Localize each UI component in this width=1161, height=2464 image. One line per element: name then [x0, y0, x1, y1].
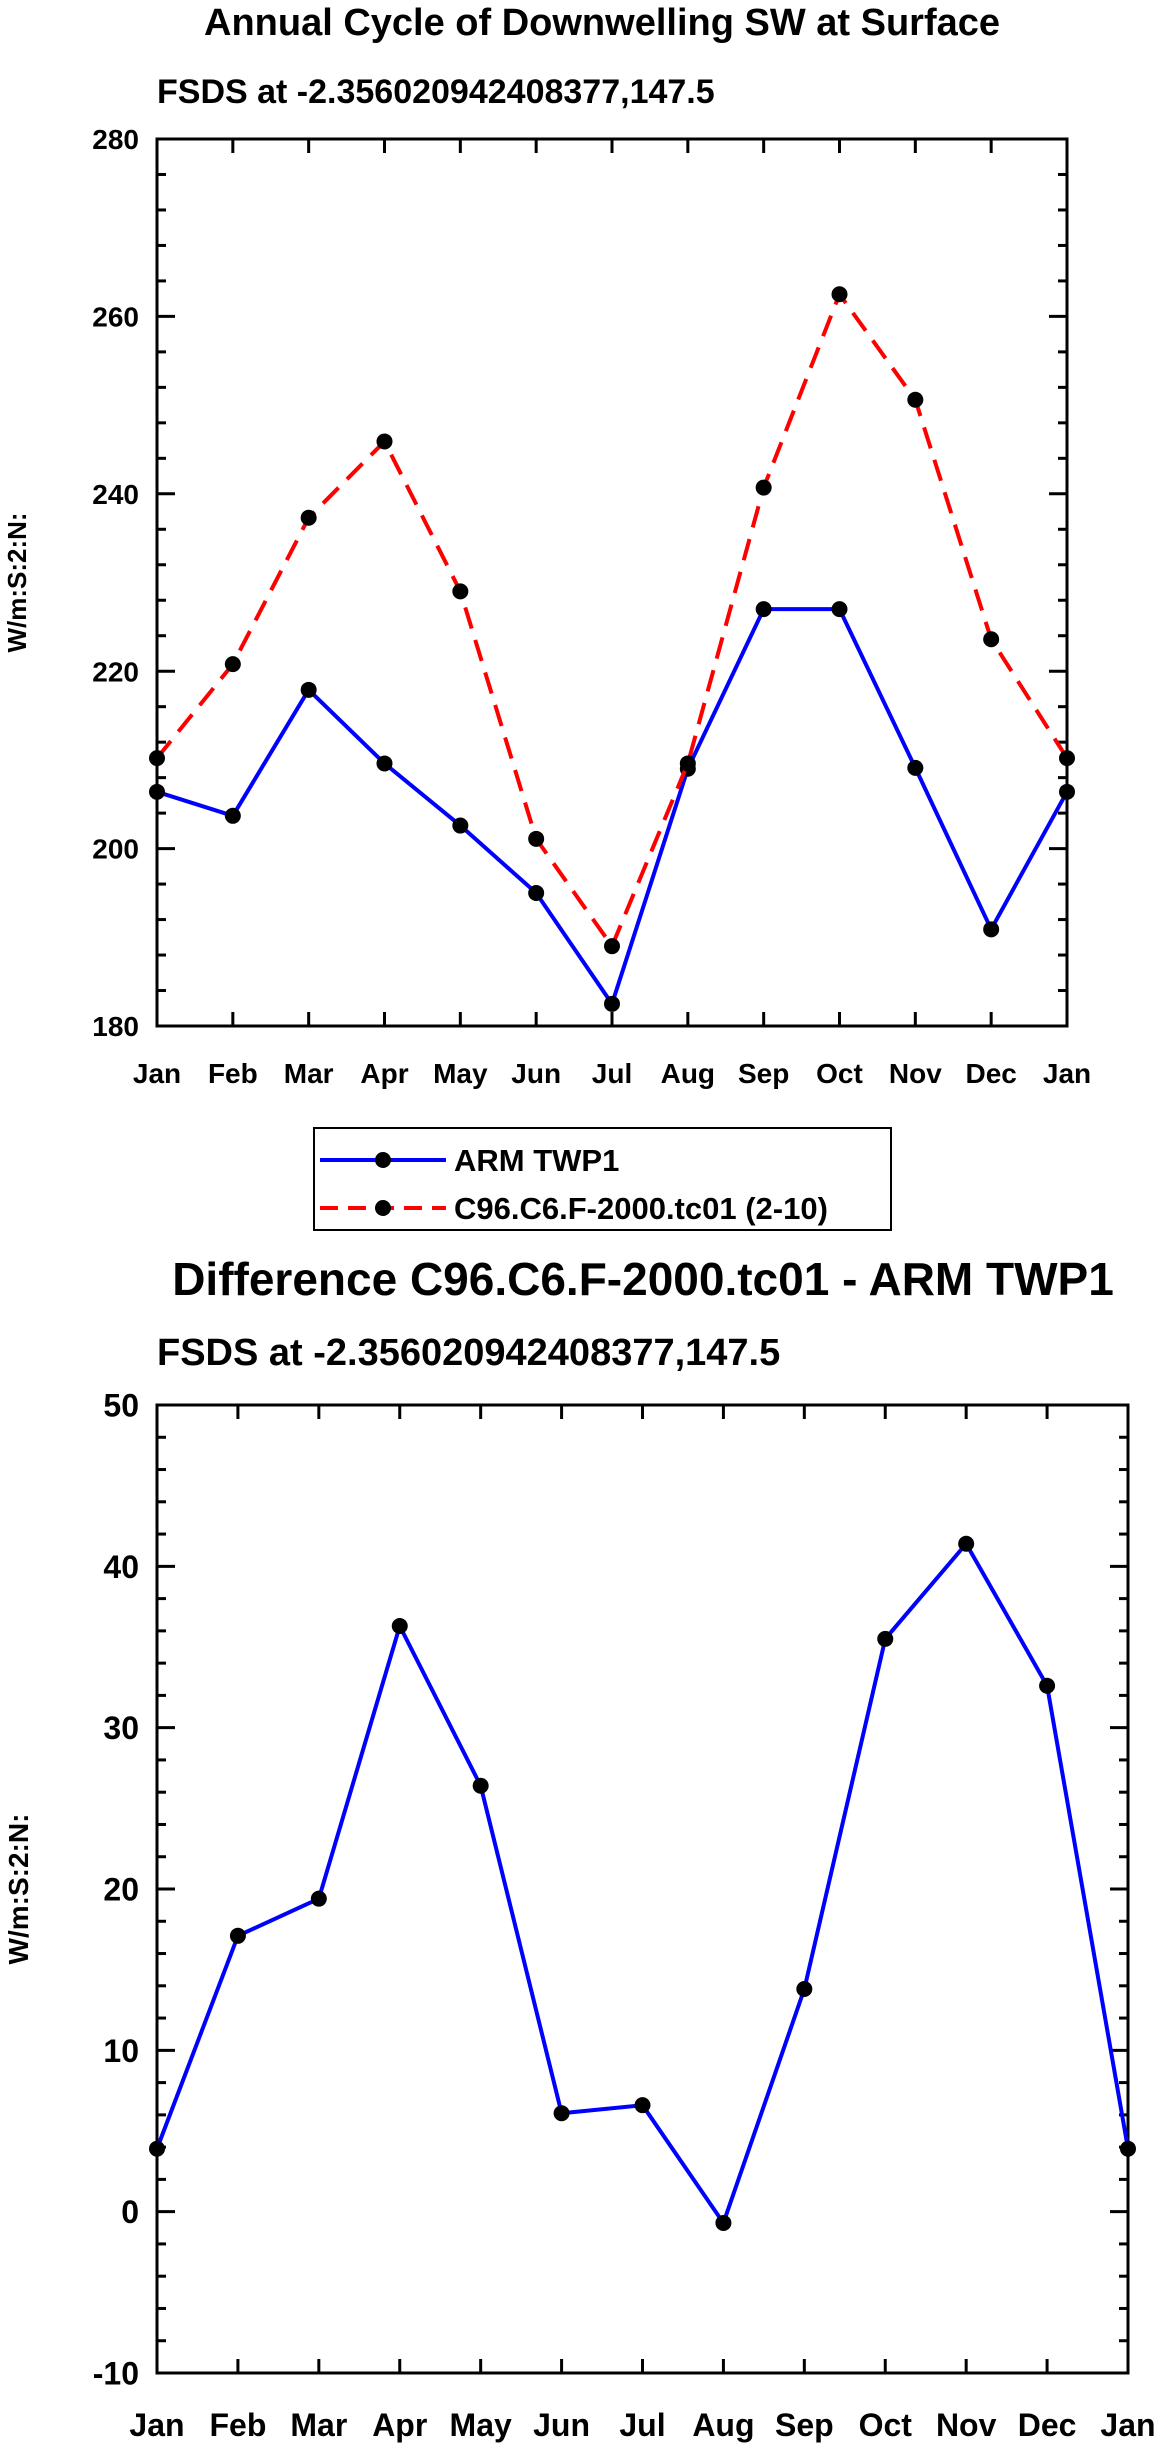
chart1-xtick-label: Nov	[889, 1058, 942, 1089]
chart2-frame	[155, 1403, 1130, 2375]
chart2-ytick-label: 50	[103, 1388, 139, 1424]
chart1-xtick-label: Feb	[208, 1058, 258, 1089]
chart1-xtick-label: Dec	[965, 1058, 1016, 1089]
legend-marker	[375, 1200, 391, 1216]
chart1-frame	[155, 137, 1069, 1028]
chart2-xtick-label: Dec	[1018, 2407, 1077, 2443]
chart1-ytick-label: 220	[92, 656, 139, 687]
chart1-ytick-label: 260	[92, 301, 139, 332]
chart2-data-point	[391, 1618, 408, 1635]
chart1-data-point	[983, 921, 1000, 938]
chart1-data-point	[1059, 750, 1075, 767]
chart2-subtitle: FSDS at -2.356020942408377,147.5	[157, 1332, 780, 1374]
chart1-ylabel: W/m:S:2:N:	[2, 512, 32, 652]
chart2-ytick-label: -10	[93, 2356, 139, 2392]
chart1-data-point	[755, 479, 772, 496]
chart1-data-point	[452, 583, 469, 600]
chart1-xtick-label: Apr	[360, 1058, 408, 1089]
chart2-ytick-label: 10	[103, 2033, 139, 2069]
chart2-ytick-label: 20	[103, 1872, 139, 1908]
chart1-ytick-label: 200	[92, 834, 139, 865]
chart1-data-point	[679, 755, 696, 772]
legend-label: ARM TWP1	[454, 1143, 619, 1178]
chart2-xtick-label: May	[450, 2407, 512, 2443]
chart1-data-point	[831, 286, 848, 303]
chart1-xtick-label: Jun	[511, 1058, 561, 1089]
chart1-ytick-label: 180	[92, 1011, 139, 1042]
chart2-xtick-label: Mar	[290, 2407, 347, 2443]
chart2-xtick-label: Jan	[1100, 2407, 1155, 2443]
chart1-data-point	[604, 995, 620, 1012]
chart2-plot: Jan Feb Mar Apr May Jun Jul Aug Sep Oct Nov Dec Jan -…	[3, 1388, 1156, 2443]
chart2-data-point	[877, 1630, 894, 1647]
chart2-data-point	[472, 1777, 489, 1794]
chart1-xtick-label: Jan	[1043, 1058, 1091, 1089]
chart2-title: Difference C96.C6.F-2000.tc01 - ARM TWP1	[172, 1253, 1114, 1305]
legend-label: C96.C6.F-2000.tc01 (2-10)	[454, 1191, 828, 1226]
chart1-data-point	[604, 938, 620, 955]
chart2-data-point	[553, 2105, 570, 2122]
chart1-data-point	[149, 783, 165, 800]
chart1-series-line	[155, 292, 1069, 949]
chart2-ylabel: W/m:S:2:N:	[3, 1814, 34, 1965]
chart1-data-point	[907, 391, 924, 408]
chart1-ytick-label: 280	[92, 124, 139, 155]
chart2-data-point	[796, 1981, 813, 1998]
chart2-ytick-label: 40	[103, 1549, 139, 1585]
chart2-xtick-label: Jul	[619, 2407, 665, 2443]
chart1-data-point	[300, 509, 317, 526]
chart1-subtitle: FSDS at -2.356020942408377,147.5	[157, 73, 715, 111]
legend-marker	[375, 1152, 391, 1168]
chart2-data-point	[1039, 1677, 1056, 1694]
chart1-xtick-label: Mar	[284, 1058, 334, 1089]
chart2-ytick-label: 30	[103, 1710, 139, 1746]
chart1-data-point	[224, 807, 241, 824]
chart1-data-point	[149, 750, 165, 767]
chart2-xtick-label: Oct	[859, 2407, 913, 2443]
chart1-xtick-label: Aug	[661, 1058, 715, 1089]
chart2-xtick-label: Feb	[209, 2407, 266, 2443]
chart2-xtick-label: Aug	[692, 2407, 754, 2443]
chart1-xtick-label: May	[433, 1058, 488, 1089]
chart2-xtick-label: Apr	[372, 2407, 427, 2443]
chart1-plot: Jan Feb Mar Apr May Jun Jul Aug Sep Oct Nov Dec Jan 1…	[2, 124, 1091, 1089]
chart1-xtick-label: Oct	[816, 1058, 863, 1089]
chart1-data-point	[528, 830, 545, 847]
chart1-data-point	[224, 656, 241, 673]
chart1-data-point	[983, 631, 1000, 648]
chart1-ytick-label: 240	[92, 479, 139, 510]
chart1-xtick-label: Sep	[738, 1058, 789, 1089]
chart1-data-point	[1059, 783, 1075, 800]
chart2-data-point	[1120, 2140, 1136, 2157]
chart1-data-point	[376, 433, 393, 450]
chart1-data-point	[528, 884, 545, 901]
chart2-ytick-label: 0	[121, 2194, 139, 2230]
chart1-data-point	[300, 681, 317, 698]
chart2-xtick-label: Jan	[129, 2407, 184, 2443]
chart2-data-point	[310, 1890, 327, 1907]
chart1-title: Annual Cycle of Downwelling SW at Surfac…	[204, 2, 1000, 44]
chart2-xtick-label: Nov	[936, 2407, 997, 2443]
chart2-data-point	[715, 2214, 732, 2231]
chart2-data-point	[229, 1927, 246, 1944]
chart2-series-line	[155, 1541, 1130, 2225]
chart2-data-point	[958, 1535, 975, 1552]
chart1-xtick-label: Jan	[133, 1058, 181, 1089]
chart1-data-point	[755, 601, 772, 618]
legend: ARM TWP1 C96.C6.F-2000.tc01 (2-10)	[313, 1127, 892, 1231]
chart1-data-point	[376, 755, 393, 772]
chart2-data-point	[634, 2097, 651, 2114]
chart2-xtick-label: Jun	[533, 2407, 590, 2443]
chart1-data-point	[452, 817, 469, 834]
chart1-data-point	[907, 759, 924, 776]
legend-box	[313, 1127, 892, 1231]
chart2-data-point	[149, 2140, 165, 2157]
chart1-xtick-label: Jul	[592, 1058, 632, 1089]
chart2-xtick-label: Sep	[775, 2407, 834, 2443]
chart1-data-point	[831, 601, 848, 618]
